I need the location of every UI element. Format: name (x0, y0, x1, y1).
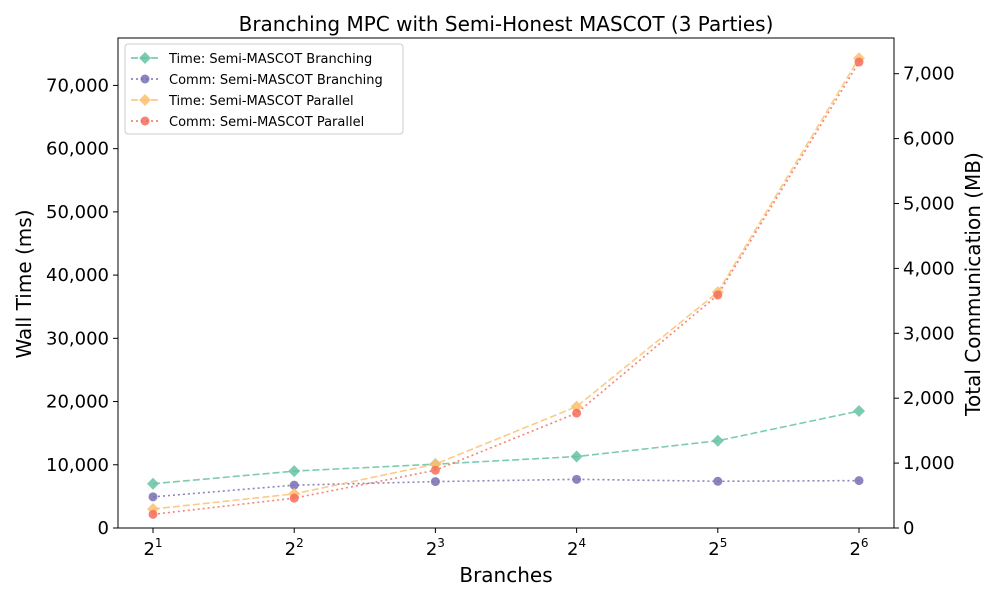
series-4-point-6 (854, 57, 864, 67)
y-left-tick-label-2: 10,000 (46, 455, 109, 476)
y-left-tick-label-1: 0 (98, 518, 109, 539)
series-1-point-5 (711, 434, 724, 447)
series-2-point-4 (572, 474, 582, 484)
series-1-point-6 (853, 405, 865, 418)
x-tick-label-1: 21 (143, 536, 162, 560)
series-1-point-4 (570, 450, 583, 463)
y-right-tick-label-2: 1,000 (903, 453, 955, 474)
series-4-point-3 (430, 465, 440, 475)
y-right-tick-label-8: 7,000 (903, 64, 955, 85)
series-line-2 (152, 478, 860, 498)
y-right-tick-label-4: 3,000 (903, 323, 955, 344)
y-left-tick-label-4: 30,000 (46, 328, 109, 349)
x-tick-label-3: 23 (426, 536, 445, 560)
series-3-point-1 (147, 503, 159, 516)
legend-marker-3 (139, 94, 151, 106)
x-tick-label-5: 25 (708, 536, 727, 560)
legend-marker-1 (139, 52, 151, 64)
series-4-point-2 (289, 493, 299, 503)
y-left-tick-label-8: 70,000 (46, 75, 109, 96)
y-left-tick-label-3: 20,000 (46, 392, 109, 413)
series-2-point-3 (430, 477, 440, 487)
series-1-point-1 (147, 477, 159, 490)
series-line-1 (152, 410, 860, 485)
y-axis-label-right: Total Communication (MB) (961, 152, 985, 417)
y-right-tick-label-3: 2,000 (903, 388, 955, 409)
y-left-tick-label-6: 50,000 (46, 202, 109, 223)
plot-area (147, 52, 865, 519)
legend-label-4: Comm: Semi-MASCOT Parallel (169, 115, 364, 130)
x-tick-label-4: 24 (567, 536, 586, 560)
axes: 0 10,000 20,000 30,000 40,000 50,000 60,000 70,… (46, 37, 955, 560)
series-3-point-4 (570, 400, 583, 413)
y-axis-label-left: Wall Time (ms) (12, 209, 36, 358)
series-4-point-5 (713, 290, 723, 300)
y-right-tick-label-6: 5,000 (903, 193, 955, 214)
chart-title: Branching MPC with Semi-Honest MASCOT (3… (239, 12, 774, 36)
y-right-tick-label-7: 6,000 (903, 129, 955, 150)
legend: Time: Semi-MASCOT Branching Comm: Semi-MA… (124, 43, 404, 135)
series-line-3 (152, 57, 860, 510)
series-1-point-2 (288, 465, 301, 478)
legend-label-1: Time: Semi-MASCOT Branching (168, 52, 372, 67)
legend-marker-2 (140, 74, 150, 84)
series-2-point-2 (289, 480, 299, 490)
x-tick-label-6: 26 (849, 536, 868, 560)
y-left-tick-label-5: 40,000 (46, 265, 109, 286)
series-4-point-4 (572, 408, 582, 418)
legend-label-3: Time: Semi-MASCOT Parallel (168, 94, 354, 109)
plot-frame (117, 37, 895, 529)
series-2-point-1 (148, 492, 158, 502)
y-left-tick-label-7: 60,000 (46, 139, 109, 160)
x-tick-label-2: 22 (285, 536, 304, 560)
legend-marker-4 (140, 116, 150, 126)
series-4-point-1 (148, 509, 158, 519)
series-2-point-6 (854, 476, 864, 486)
legend-label-2: Comm: Semi-MASCOT Branching (169, 73, 383, 88)
x-axis-label: Branches (459, 563, 552, 587)
legend-box (124, 43, 404, 135)
series-2-point-5 (713, 476, 723, 486)
y-right-tick-label-5: 4,000 (903, 258, 955, 279)
y-right-tick-label-1: 0 (903, 518, 914, 539)
